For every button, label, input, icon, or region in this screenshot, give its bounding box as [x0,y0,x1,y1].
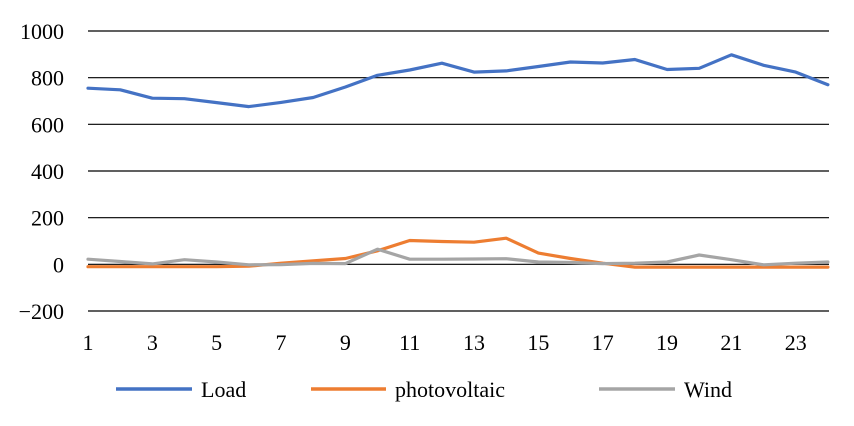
y-tick-label: −200 [19,299,64,324]
x-tick-label: 5 [211,330,222,355]
series-lines [86,53,830,269]
y-tick-label: 600 [31,112,64,137]
series-line-photovoltaic [86,236,830,269]
x-tick-label: 1 [83,330,94,355]
x-tick-label: 9 [340,330,351,355]
x-tick-label: 19 [656,330,678,355]
y-tick-label: 800 [31,66,64,91]
y-tick-label: 200 [31,206,64,231]
y-tick-label: 1000 [20,19,64,44]
legend-label: Load [201,377,246,402]
x-tick-label: 3 [147,330,158,355]
legend-item-load: Load [116,377,246,402]
x-tick-label: 23 [785,330,807,355]
x-tick-label: 13 [463,330,485,355]
y-tick-label: 0 [53,252,64,277]
gridlines [88,30,829,312]
x-tick-label: 11 [399,330,420,355]
x-tick-label: 17 [592,330,614,355]
y-tick-label: 400 [31,159,64,184]
legend-label: photovoltaic [395,377,505,402]
x-tick-label: 15 [527,330,549,355]
legend-label: Wind [684,377,732,402]
series-line-load [86,53,830,109]
x-axis-tick-labels: 1 3 5 7 9 11 13 15 17 19 21 23 [83,330,807,355]
legend: Load photovoltaic Wind [116,377,732,402]
legend-item-photovoltaic: photovoltaic [311,377,505,402]
series-line-wind [86,247,830,267]
y-axis-tick-labels: 1000 800 600 400 200 0 −200 [19,19,64,324]
x-tick-label: 7 [276,330,287,355]
legend-item-wind: Wind [599,377,732,402]
x-tick-label: 21 [720,330,742,355]
